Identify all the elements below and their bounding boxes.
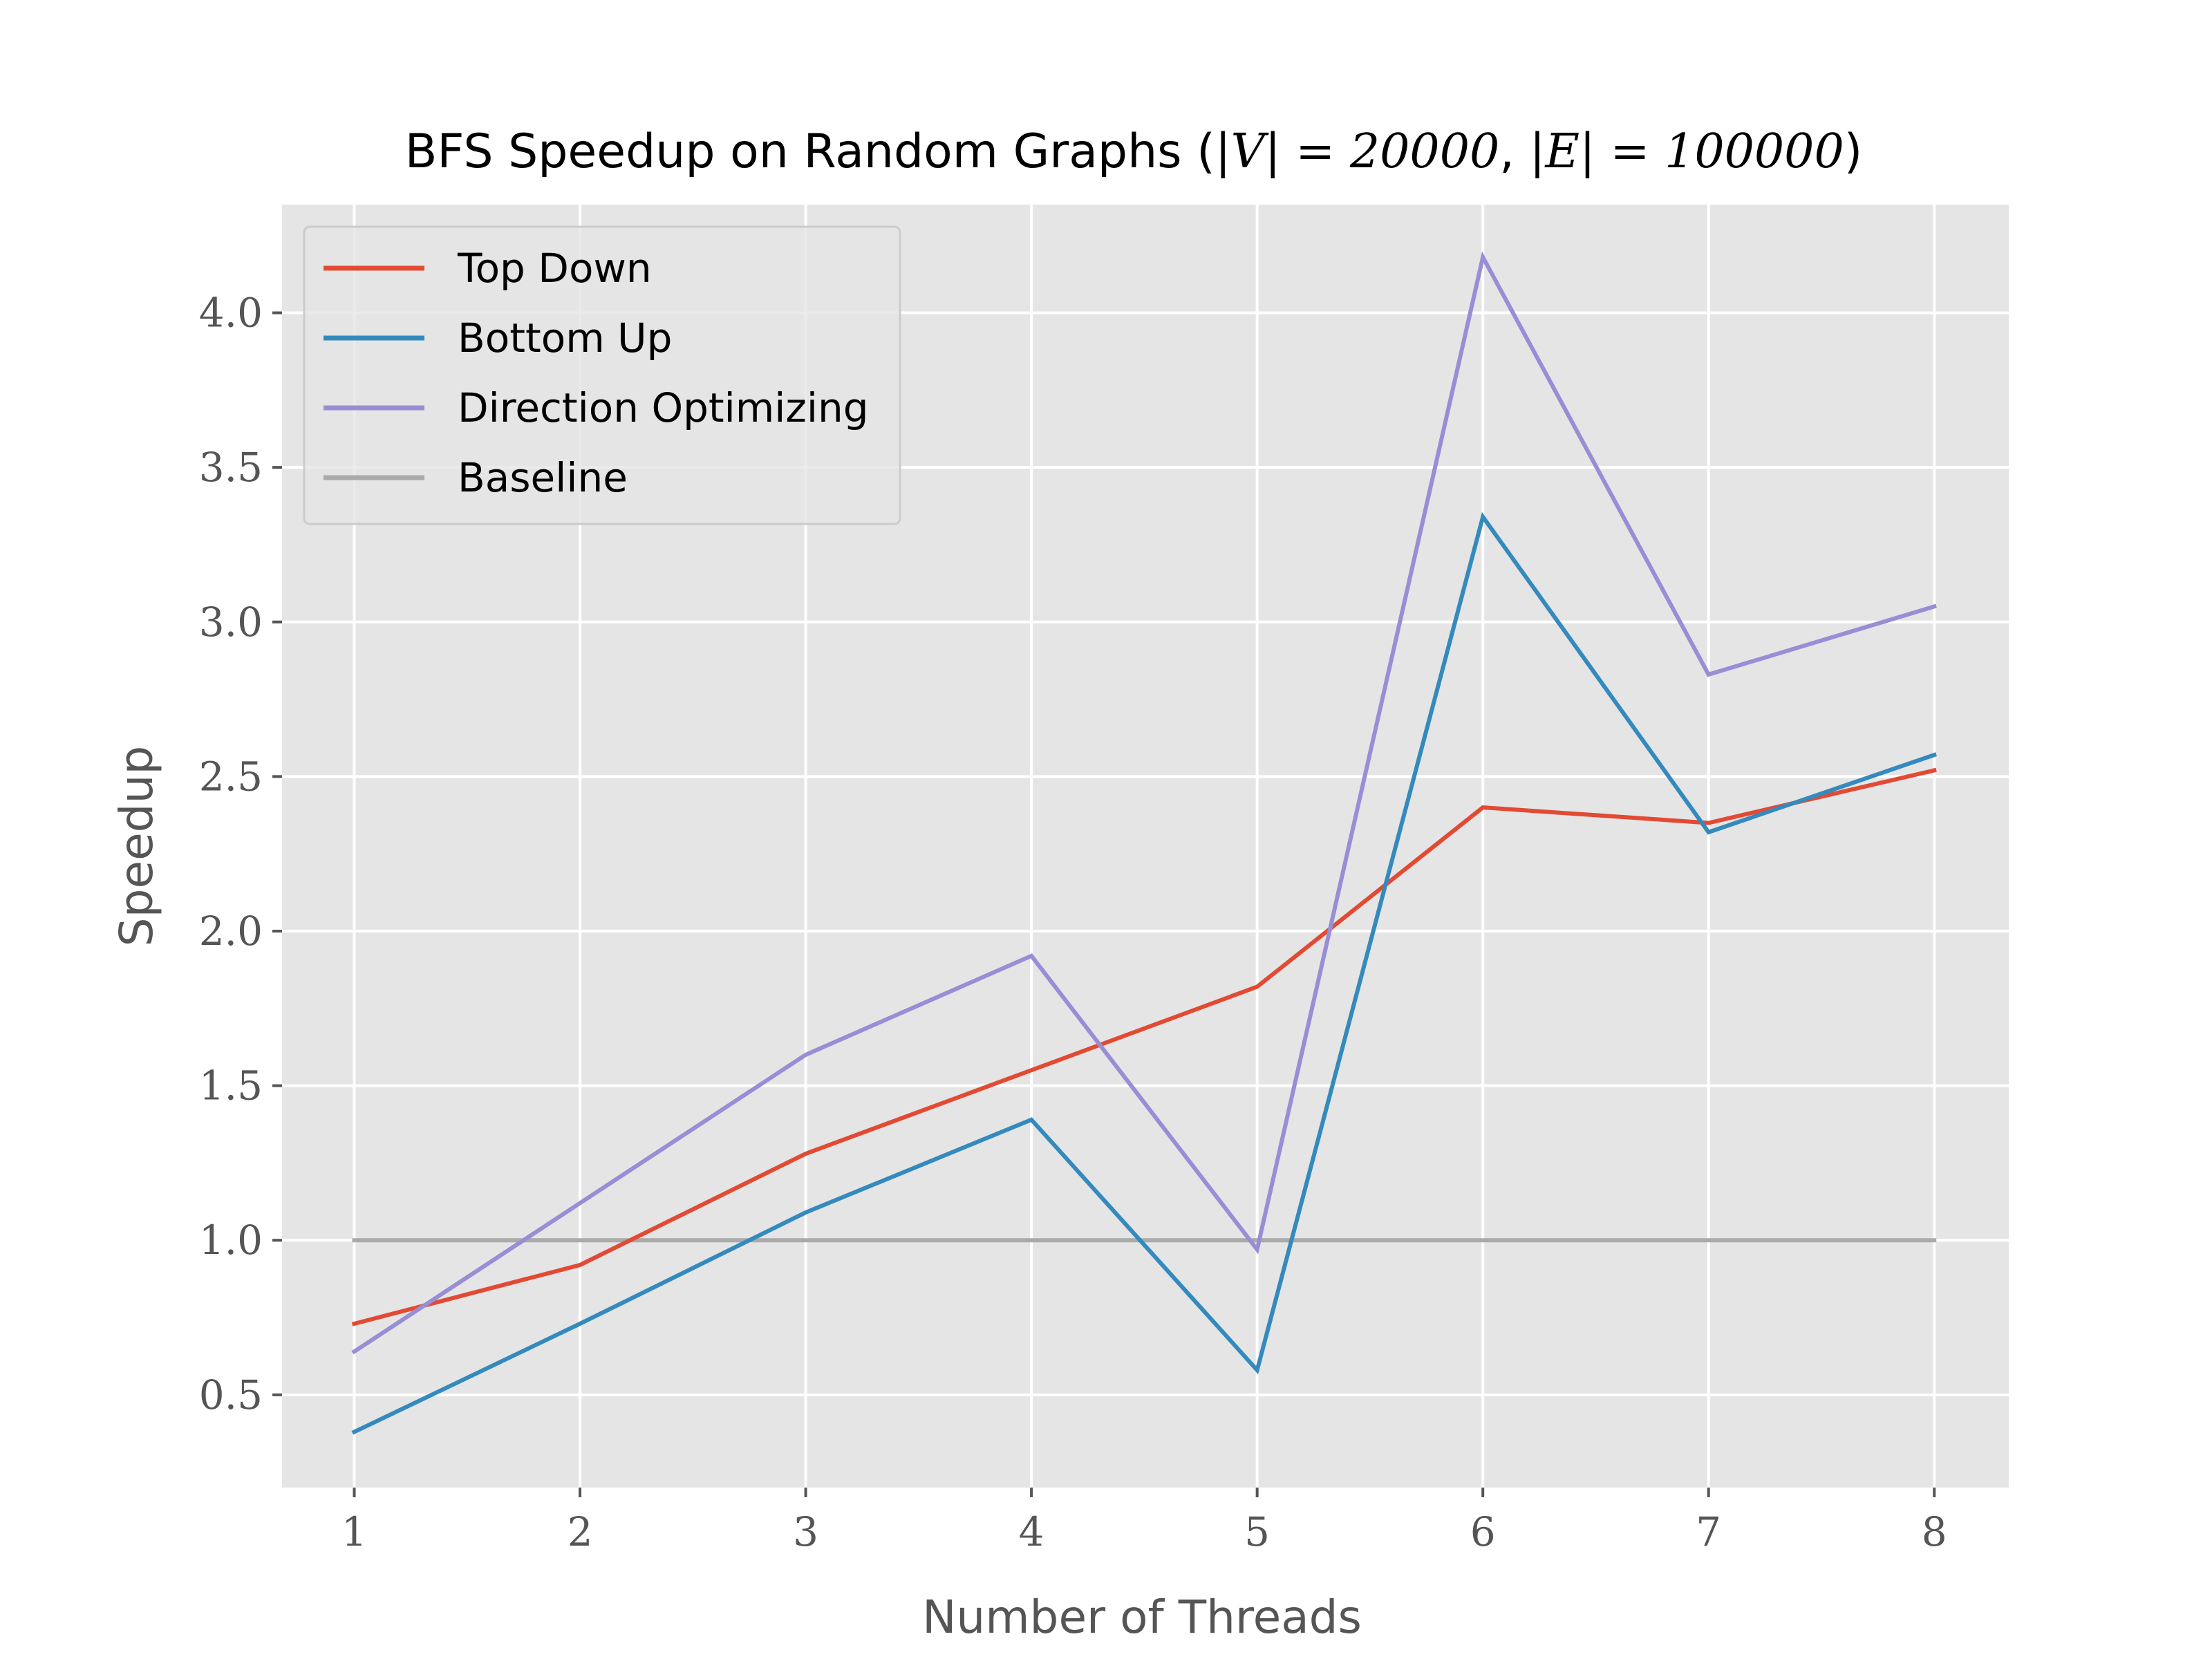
legend-label-direction-optimizing: Direction Optimizing	[458, 384, 869, 431]
x-tick-label: 6	[1470, 1508, 1496, 1555]
y-tick-label: 0.5	[199, 1371, 263, 1418]
y-tick-label: 3.0	[199, 599, 263, 646]
series-line-bottom-up	[351, 512, 1938, 1435]
x-tick-label: 2	[568, 1508, 593, 1555]
x-tick-label: 8	[1922, 1508, 1947, 1555]
chart-title: BFS Speedup on Random Graphs (|V| = 2000…	[405, 124, 1862, 179]
legend-label-baseline: Baseline	[458, 454, 628, 501]
legend-label-bottom-up: Bottom Up	[458, 315, 672, 362]
series-layer	[351, 251, 1938, 1435]
x-tick-label: 4	[1019, 1508, 1044, 1555]
chart-title-e-expr: |E| = 100000	[1529, 124, 1844, 179]
chart-title-v-expr: |V| = 20000	[1215, 124, 1499, 179]
x-axis-label: Number of Threads	[922, 1591, 1362, 1644]
y-tick-label: 2.5	[199, 753, 263, 800]
y-tick-label: 1.0	[199, 1217, 263, 1264]
series-line-direction-optimizing	[351, 251, 1937, 1355]
y-tick-label: 3.5	[199, 444, 263, 491]
chart-title-suffix: )	[1844, 124, 1863, 179]
chart-title-separator: ,	[1499, 124, 1529, 179]
y-tick-label: 1.5	[199, 1062, 263, 1109]
y-tick-label: 2.0	[199, 908, 263, 955]
x-tick-label: 3	[793, 1508, 818, 1555]
series-line-top-down	[351, 767, 1937, 1327]
chart-title-prefix: BFS Speedup on Random Graphs (	[405, 124, 1215, 179]
x-tick-label: 7	[1696, 1508, 1721, 1555]
x-tick-label: 1	[341, 1508, 367, 1555]
y-tick-label: 4.0	[199, 290, 263, 337]
legend: Top Down Bottom Up Direction Optimizing Bas…	[303, 225, 901, 525]
legend-box	[303, 225, 901, 525]
y-axis-label: Speedup	[110, 746, 163, 947]
grid	[282, 205, 2009, 1488]
legend-label-top-down: Top Down	[457, 245, 652, 292]
ticks: 1 2 3 4 5 6 7 8 0.5 1.0 1.5 2.0 2.5 3.0 3.5 4.0	[199, 290, 1947, 1555]
x-tick-label: 5	[1244, 1508, 1270, 1555]
